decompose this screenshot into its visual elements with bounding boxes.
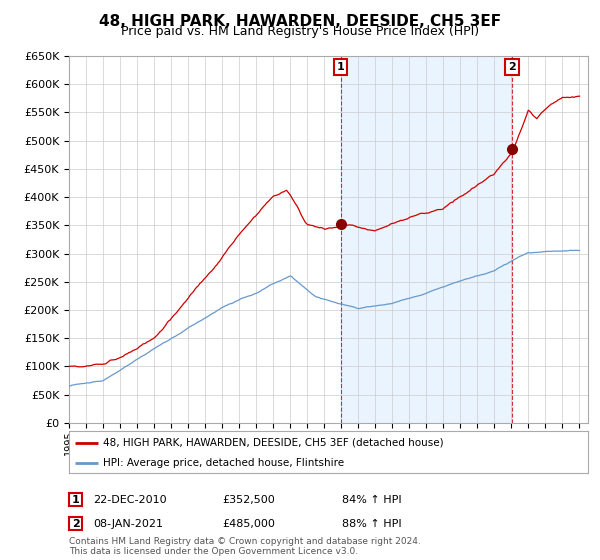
Text: £352,500: £352,500: [222, 494, 275, 505]
Text: This data is licensed under the Open Government Licence v3.0.: This data is licensed under the Open Gov…: [69, 548, 358, 557]
Text: HPI: Average price, detached house, Flintshire: HPI: Average price, detached house, Flin…: [103, 458, 344, 468]
Text: 1: 1: [72, 494, 79, 505]
Text: 48, HIGH PARK, HAWARDEN, DEESIDE, CH5 3EF (detached house): 48, HIGH PARK, HAWARDEN, DEESIDE, CH5 3E…: [103, 438, 443, 448]
Text: 08-JAN-2021: 08-JAN-2021: [93, 519, 163, 529]
Text: 2: 2: [508, 62, 516, 72]
Text: 84% ↑ HPI: 84% ↑ HPI: [342, 494, 401, 505]
Text: Price paid vs. HM Land Registry's House Price Index (HPI): Price paid vs. HM Land Registry's House …: [121, 25, 479, 38]
Text: £485,000: £485,000: [222, 519, 275, 529]
Text: 88% ↑ HPI: 88% ↑ HPI: [342, 519, 401, 529]
Text: Contains HM Land Registry data © Crown copyright and database right 2024.: Contains HM Land Registry data © Crown c…: [69, 538, 421, 547]
Text: 1: 1: [337, 62, 344, 72]
Text: 48, HIGH PARK, HAWARDEN, DEESIDE, CH5 3EF: 48, HIGH PARK, HAWARDEN, DEESIDE, CH5 3E…: [99, 14, 501, 29]
Text: 22-DEC-2010: 22-DEC-2010: [93, 494, 167, 505]
Text: 2: 2: [72, 519, 79, 529]
Bar: [341, 56, 512, 423]
